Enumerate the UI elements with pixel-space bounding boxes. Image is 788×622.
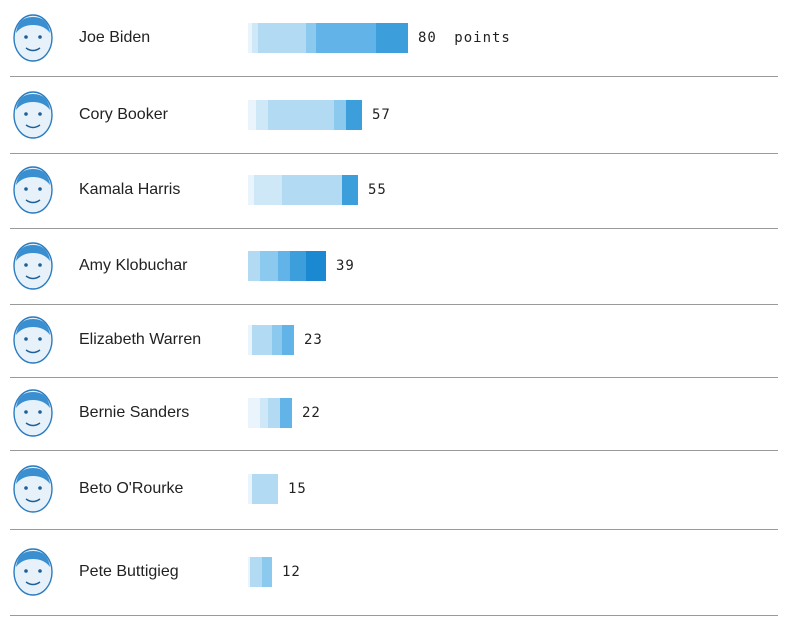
bar-segment (248, 325, 252, 355)
score-bar (248, 175, 358, 205)
candidate-name: Beto O'Rourke (79, 480, 184, 497)
value-number: 57 (372, 107, 391, 123)
score-bar (248, 23, 408, 53)
bar-segment (272, 325, 282, 355)
bar-segment (282, 175, 342, 205)
candidate-name: Kamala Harris (79, 181, 181, 198)
value-label: 55 (368, 181, 387, 199)
score-bar (248, 251, 326, 281)
bar-segment (260, 251, 278, 281)
candidate-portrait (13, 242, 53, 290)
value-label: 57 (372, 106, 391, 124)
candidate-portrait (13, 389, 53, 437)
value-label: 22 (302, 404, 321, 422)
bar-segment (290, 251, 306, 281)
bar-segment (268, 100, 334, 130)
candidate-portrait (13, 91, 53, 139)
value-number: 15 (288, 481, 307, 497)
bar-segment (334, 100, 346, 130)
bar-segment (254, 175, 282, 205)
bar-segment (256, 100, 268, 130)
bar-segment (248, 100, 256, 130)
bar-segment (248, 474, 252, 504)
bar-segment (248, 398, 260, 428)
value-number: 23 (304, 332, 323, 348)
bar-segment (278, 251, 290, 281)
bar-segment (268, 398, 280, 428)
value-label: 12 (282, 563, 301, 581)
score-bar (248, 557, 272, 587)
row-divider (10, 615, 778, 616)
bar-segment (376, 23, 408, 53)
bar-segment (260, 398, 268, 428)
candidate-name: Elizabeth Warren (79, 331, 202, 348)
bar-segment (258, 23, 306, 53)
score-bar (248, 100, 362, 130)
candidate-portrait (13, 14, 53, 62)
value-label: 23 (304, 331, 323, 349)
candidate-portrait (13, 548, 53, 596)
bar-segment (252, 23, 258, 53)
row-divider (10, 228, 778, 229)
row-divider (10, 450, 778, 451)
value-number: 39 (336, 258, 355, 274)
bar-segment (250, 557, 262, 587)
value-number: 12 (282, 564, 301, 580)
value-label: 80 points (418, 29, 511, 47)
bar-segment (306, 251, 326, 281)
bar-segment (346, 100, 362, 130)
bar-segment (342, 175, 358, 205)
candidate-name: Amy Klobuchar (79, 257, 188, 274)
value-number: 22 (302, 405, 321, 421)
row-divider (10, 529, 778, 530)
row-divider (10, 304, 778, 305)
row-divider (10, 76, 778, 77)
bar-segment (280, 398, 292, 428)
score-bar (248, 325, 294, 355)
candidate-portrait (13, 465, 53, 513)
bar-segment (248, 175, 254, 205)
candidate-name: Cory Booker (79, 106, 168, 123)
bar-segment (252, 474, 278, 504)
bar-segment (316, 23, 376, 53)
bar-segment (306, 23, 316, 53)
row-divider (10, 153, 778, 154)
row-divider (10, 377, 778, 378)
score-bar (248, 474, 278, 504)
value-label: 15 (288, 480, 307, 498)
candidate-portrait (13, 166, 53, 214)
candidate-name: Bernie Sanders (79, 404, 190, 421)
value-number: 80 (418, 30, 437, 46)
value-label: 39 (336, 257, 355, 275)
score-bar (248, 398, 292, 428)
bar-segment (262, 557, 272, 587)
value-unit: points (444, 30, 511, 46)
candidate-name: Pete Buttigieg (79, 563, 179, 580)
bar-segment (252, 325, 272, 355)
value-number: 55 (368, 182, 387, 198)
bar-segment (248, 557, 250, 587)
bar-segment (248, 251, 260, 281)
candidate-name: Joe Biden (79, 29, 151, 46)
candidate-portrait (13, 316, 53, 364)
bar-segment (282, 325, 294, 355)
bar-segment (248, 23, 252, 53)
